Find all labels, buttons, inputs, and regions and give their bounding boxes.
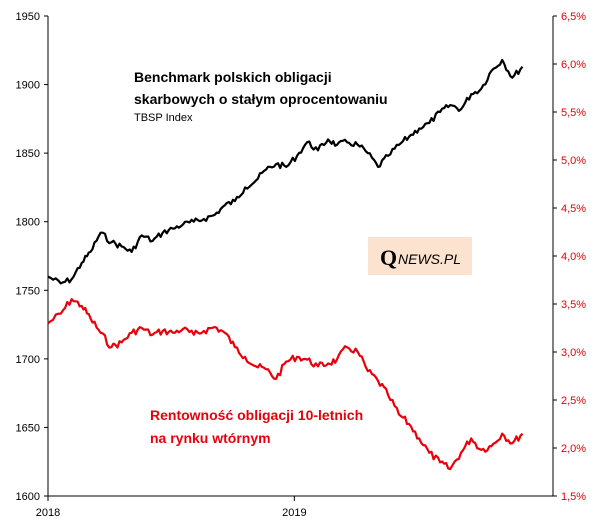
right-tick-label: 2,0% — [561, 443, 586, 455]
right-tick-label: 2,5% — [561, 395, 586, 407]
yield-label-line-2: na rynku wtórnym — [150, 430, 271, 446]
left-tick-label: 1700 — [16, 354, 40, 366]
right-tick-label: 5,0% — [561, 155, 586, 167]
x-tick-label: 2019 — [282, 507, 306, 519]
right-tick-label: 4,5% — [561, 203, 586, 215]
right-axis-ticks: 6,5% 6,0% 5,5% 5,0% 4,5% 4,0% 3,5% 3,0% 2,5% 2,0%… — [553, 11, 586, 503]
left-tick-label: 1900 — [16, 80, 40, 92]
title-line-3: TBSP Index — [134, 112, 193, 124]
left-tick-label: 1800 — [16, 217, 40, 229]
right-tick-label: 4,0% — [561, 251, 586, 263]
right-tick-label: 3,0% — [561, 347, 586, 359]
logo-q-letter: Q — [380, 245, 397, 270]
left-tick-label: 1850 — [16, 148, 40, 160]
logo-text: NEWS.PL — [398, 251, 461, 267]
x-axis-ticks: 2018 2019 — [36, 496, 307, 519]
left-tick-label: 1950 — [16, 11, 40, 23]
left-axis-ticks: 1950 1900 1850 1800 1750 1700 1650 1600 — [16, 11, 48, 503]
tbsp-index-series-line — [47, 58, 524, 285]
right-tick-label: 5,5% — [561, 107, 586, 119]
logo-background — [368, 237, 472, 275]
left-tick-label: 1750 — [16, 285, 40, 297]
left-tick-label: 1600 — [16, 491, 40, 503]
yield-series-line — [47, 298, 524, 471]
right-tick-label: 6,0% — [561, 59, 586, 71]
x-tick-label: 2018 — [36, 507, 60, 519]
yield-label-line-1: Rentowność obligacji 10-letnich — [150, 407, 363, 423]
right-tick-label: 3,5% — [561, 299, 586, 311]
right-tick-label: 1,5% — [561, 491, 586, 503]
left-tick-label: 1650 — [16, 422, 40, 434]
title-line-1: Benchmark polskich obligacji — [134, 69, 332, 85]
title-line-2: skarbowych o stałym oprocentowaniu — [134, 91, 388, 107]
right-tick-label: 6,5% — [561, 11, 586, 23]
